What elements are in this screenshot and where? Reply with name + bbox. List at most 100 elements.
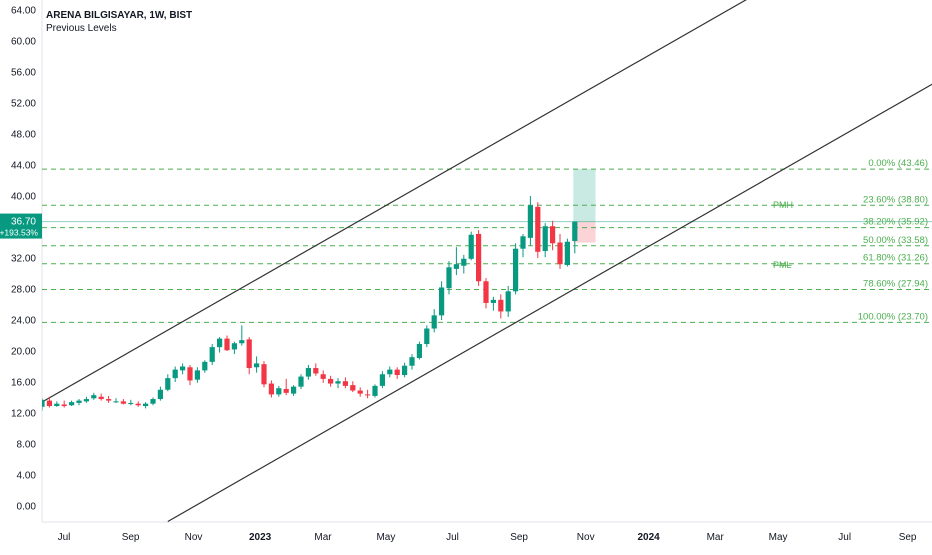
candle-body[interactable] [557, 242, 563, 265]
candle-body[interactable] [150, 399, 156, 404]
y-tick-label: 16.00 [11, 378, 36, 389]
candle-body[interactable] [120, 401, 126, 404]
candle-body[interactable] [305, 368, 311, 377]
candle-body[interactable] [276, 388, 282, 395]
y-tick-label: 48.00 [11, 130, 36, 141]
candle-body[interactable] [313, 368, 319, 374]
candle-body[interactable] [254, 363, 260, 368]
candle-body[interactable] [350, 385, 356, 391]
candle-body[interactable] [172, 369, 178, 379]
fib-level-label: 38.20% (35.92) [863, 217, 928, 228]
candle-body[interactable] [46, 400, 52, 407]
y-tick-label: 12.00 [11, 409, 36, 420]
symbol-title[interactable]: ARENA BILGISAYAR, 1W, BIST [46, 10, 193, 21]
candle-body[interactable] [424, 328, 430, 345]
candle-body[interactable] [98, 396, 104, 400]
candle-body[interactable] [231, 343, 237, 350]
candle-body[interactable] [476, 233, 482, 282]
candle-body[interactable] [113, 401, 119, 403]
candle-body[interactable] [291, 386, 297, 394]
candle-body[interactable] [328, 378, 334, 384]
candle-body[interactable] [209, 347, 215, 362]
candle-body[interactable] [261, 364, 267, 385]
y-tick-label: 64.00 [11, 6, 36, 17]
candle-body[interactable] [143, 403, 149, 407]
candle-body[interactable] [320, 374, 326, 379]
candle-body[interactable] [283, 388, 289, 393]
candle-body[interactable] [564, 241, 570, 265]
y-tick-label: 0.00 [17, 502, 37, 513]
candle-body[interactable] [372, 385, 378, 396]
x-tick-label: 2024 [637, 532, 660, 543]
candle-body[interactable] [416, 344, 422, 358]
candle-body[interactable] [461, 258, 467, 266]
candle-body[interactable] [342, 381, 348, 386]
candle-body[interactable] [76, 400, 82, 403]
candle-body[interactable] [379, 374, 385, 386]
candle-body[interactable] [202, 361, 208, 371]
candle-body[interactable] [69, 402, 75, 406]
candle-body[interactable] [239, 340, 245, 344]
indicator-label[interactable]: Previous Levels [46, 23, 117, 34]
candle-body[interactable] [387, 369, 393, 375]
x-tick-label: Nov [185, 532, 203, 543]
x-tick-label: 2023 [249, 532, 272, 543]
candle-body[interactable] [453, 264, 459, 269]
candle-body[interactable] [520, 236, 526, 249]
candle-body[interactable] [550, 226, 556, 244]
candle-body[interactable] [490, 299, 496, 303]
channel-lower-line[interactable] [167, 18, 932, 522]
candle-body[interactable] [446, 267, 452, 289]
candle-body[interactable] [402, 365, 408, 376]
candle-body[interactable] [468, 234, 474, 259]
y-tick-label: 8.00 [17, 440, 37, 451]
candle-body[interactable] [165, 378, 171, 390]
fib-level-label: 50.00% (33.58) [863, 235, 928, 246]
plot-area[interactable]: 0.00% (43.46) 23.60% (38.80) 38.20% (35.92… [39, 0, 932, 522]
candle-body[interactable] [91, 395, 97, 399]
x-tick-label: Jul [58, 532, 71, 543]
candle-body[interactable] [83, 399, 89, 402]
candle-body[interactable] [217, 338, 223, 348]
x-tick-label: Jul [446, 532, 459, 543]
candle-body[interactable] [498, 299, 504, 312]
candle-body[interactable] [224, 338, 230, 351]
candle-body[interactable] [135, 403, 141, 406]
candle-body[interactable] [505, 291, 511, 312]
candle-body[interactable] [409, 357, 415, 366]
candle-body[interactable] [61, 404, 67, 407]
x-tick-label: Sep [510, 532, 528, 543]
y-tick-label: 40.00 [11, 192, 36, 203]
y-tick-label: 20.00 [11, 347, 36, 358]
x-tick-label: Mar [314, 532, 332, 543]
candle-body[interactable] [106, 399, 112, 401]
channel-upper-line[interactable] [39, 0, 932, 404]
candle-body[interactable] [542, 226, 548, 252]
candle-body[interactable] [268, 383, 274, 395]
candle-body[interactable] [246, 339, 252, 369]
pml-marker: PML [773, 260, 792, 270]
x-tick-label: May [769, 532, 788, 543]
candle-body[interactable] [180, 366, 186, 371]
candle-body[interactable] [357, 390, 363, 394]
candle-body[interactable] [527, 205, 533, 238]
candle-body[interactable] [394, 369, 400, 376]
candle-body[interactable] [535, 206, 541, 252]
candle-body[interactable] [483, 281, 489, 303]
candle-body[interactable] [439, 287, 445, 316]
candle-body[interactable] [54, 403, 60, 407]
candle-body[interactable] [572, 221, 578, 241]
candle-body[interactable] [187, 367, 193, 381]
candle-body[interactable] [365, 394, 371, 396]
x-tick-label: Sep [122, 532, 140, 543]
candle-body[interactable] [431, 315, 437, 329]
candle-body[interactable] [128, 402, 134, 404]
candle-body[interactable] [194, 370, 200, 380]
candle-body[interactable] [157, 389, 163, 400]
candle-body[interactable] [39, 399, 45, 407]
candle-body[interactable] [298, 376, 304, 387]
candle-body[interactable] [513, 248, 519, 292]
candle-body[interactable] [335, 381, 341, 384]
